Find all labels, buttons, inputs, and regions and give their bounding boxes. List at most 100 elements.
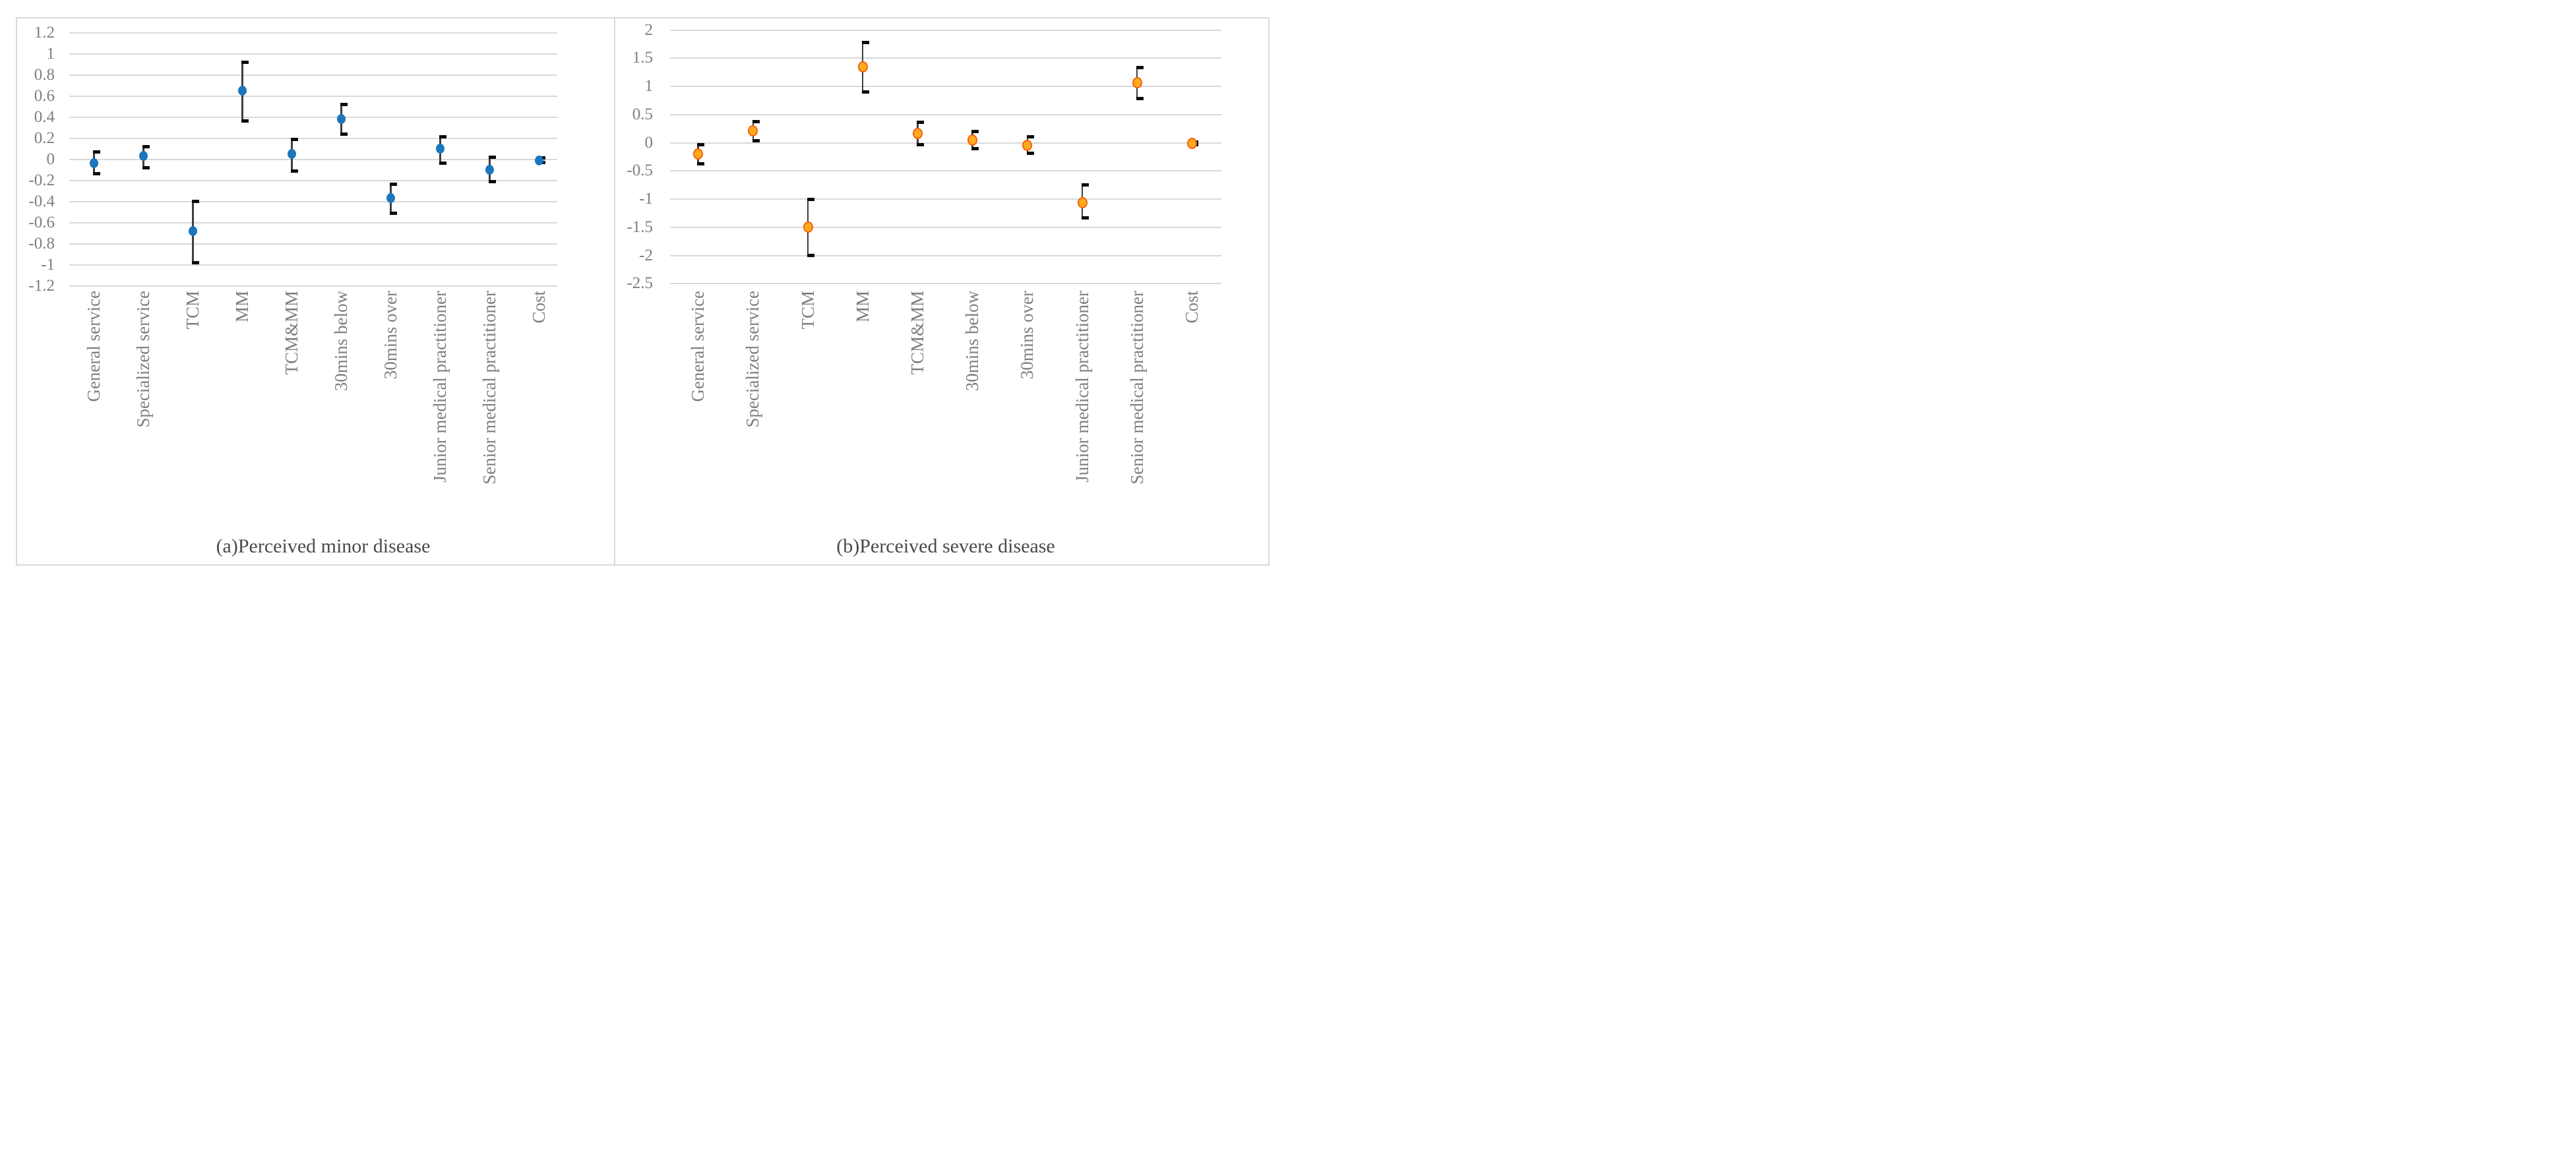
- data-point-marker: [967, 134, 978, 146]
- category-label: TCM&MM: [282, 291, 301, 375]
- gridline: [670, 283, 1221, 285]
- gridline: [69, 200, 557, 202]
- y-tick-label: 0.8: [34, 65, 55, 84]
- category-label: 30mins below: [331, 291, 351, 392]
- gridline: [670, 170, 1221, 172]
- gridline: [69, 158, 557, 160]
- data-point-marker: [803, 221, 813, 233]
- data-point-marker: [485, 165, 494, 175]
- error-bar-cap: [1136, 66, 1144, 70]
- category-label: TCM: [183, 291, 202, 330]
- data-point-marker: [1132, 76, 1142, 88]
- category-label: Senior medical practitioner: [479, 291, 499, 485]
- y-tick-label: 1: [46, 44, 55, 63]
- category-label: Cost: [529, 291, 549, 324]
- error-bar-cap: [291, 169, 299, 173]
- y-tick-label: 1.5: [632, 49, 653, 67]
- error-bar-cap: [1026, 135, 1034, 139]
- y-tick-label: -2: [639, 246, 653, 264]
- error-bar-cap: [439, 162, 447, 165]
- gridline: [69, 137, 557, 139]
- category-label: Specialized service: [743, 291, 763, 428]
- category-label: Cost: [1181, 291, 1202, 324]
- error-bar-cap: [861, 40, 869, 44]
- error-bar-cap: [142, 144, 150, 148]
- error-bar-cap: [489, 179, 497, 183]
- gridline: [670, 57, 1221, 59]
- category-label: 30mins over: [381, 291, 400, 380]
- error-bar-cap: [917, 143, 925, 147]
- gridline: [69, 243, 557, 245]
- error-bar-cap: [340, 132, 348, 136]
- category-label: TCM&MM: [907, 291, 927, 375]
- y-tick-label: 0: [644, 133, 654, 152]
- error-bar-cap: [752, 120, 760, 124]
- data-point-marker: [857, 61, 868, 73]
- error-bar-cap: [291, 137, 299, 141]
- y-tick-label: -1: [41, 255, 55, 274]
- error-bar-cap: [1081, 183, 1089, 187]
- data-point-marker: [288, 149, 296, 159]
- error-bar-cap: [93, 150, 101, 154]
- category-label: 30mins below: [962, 291, 983, 392]
- gridline: [69, 116, 557, 118]
- error-bar-cap: [390, 183, 398, 187]
- category-label: General service: [688, 291, 708, 402]
- category-label: Specialized service: [133, 291, 153, 428]
- y-tick-label: -1: [639, 190, 653, 208]
- category-label: Senior medical practitioner: [1126, 291, 1147, 485]
- gridline: [69, 285, 557, 287]
- y-tick-label: 0.4: [34, 107, 55, 126]
- gridline: [670, 113, 1221, 115]
- data-point-marker: [535, 155, 543, 165]
- category-label: 30mins over: [1017, 291, 1037, 380]
- y-tick-label: 0.5: [632, 105, 653, 123]
- data-point-marker: [912, 128, 923, 140]
- y-tick-label: 0.6: [34, 86, 55, 105]
- error-bar-cap: [752, 138, 760, 142]
- gridline: [69, 264, 557, 266]
- error-bar-cap: [241, 119, 249, 123]
- data-point-marker: [1077, 196, 1088, 208]
- figure: 1.2 1 0.8 0.6 0.4 0.2 0 -0.2 -0.4 -0.6 -0.8 -1 -1.2 G…: [0, 0, 1288, 576]
- error-bar-cap: [697, 162, 705, 165]
- y-tick-label: 1: [644, 77, 654, 95]
- y-tick-label: -0.2: [28, 171, 55, 189]
- chart-b-caption: (b)Perceived severe disease: [836, 535, 1055, 557]
- data-point-marker: [189, 225, 197, 236]
- gridline: [69, 95, 557, 97]
- error-bar-cap: [807, 254, 814, 257]
- data-point-marker: [1022, 140, 1033, 152]
- error-bar-cap: [697, 143, 705, 147]
- y-tick-label: -0.5: [627, 162, 653, 180]
- gridline: [670, 142, 1221, 144]
- category-label: TCM: [797, 291, 818, 330]
- error-bar-cap: [861, 90, 869, 94]
- chart-area-border: [16, 17, 1270, 566]
- gridline: [670, 198, 1221, 200]
- error-bar-cap: [1081, 216, 1089, 220]
- error-bar-cap: [439, 135, 447, 139]
- y-tick-label: -1.2: [28, 276, 55, 295]
- gridline: [670, 226, 1221, 228]
- y-tick-label: 0.2: [34, 129, 55, 147]
- data-point-marker: [238, 86, 247, 96]
- data-point-marker: [90, 158, 98, 169]
- error-bar-cap: [142, 165, 150, 169]
- data-point-marker: [1186, 137, 1197, 149]
- data-point-marker: [693, 148, 704, 160]
- gridline: [69, 53, 557, 55]
- data-point-marker: [436, 144, 445, 154]
- error-bar-cap: [1136, 97, 1144, 101]
- error-bar-cap: [971, 146, 979, 150]
- gridline: [69, 74, 557, 76]
- y-tick-label: 2: [644, 20, 654, 39]
- gridline: [670, 254, 1221, 256]
- gridline: [69, 32, 557, 34]
- data-point-marker: [748, 125, 758, 137]
- error-bar-cap: [192, 260, 200, 264]
- y-tick-label: -0.4: [28, 192, 55, 210]
- data-point-marker: [337, 114, 346, 125]
- category-label: MM: [232, 291, 252, 323]
- gridline: [670, 86, 1221, 87]
